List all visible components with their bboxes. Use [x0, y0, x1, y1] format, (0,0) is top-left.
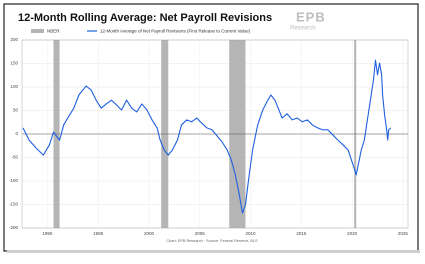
plot-border — [21, 39, 409, 229]
x-tick-label: 2000 — [144, 231, 155, 236]
x-tick-label: 2015 — [296, 231, 307, 236]
x-tick-label: 2010 — [246, 231, 257, 236]
data-line — [22, 59, 392, 214]
y-tick-label: 0 — [15, 131, 18, 136]
y-tick-label: -100 — [9, 178, 19, 183]
y-tick-label: 100 — [10, 84, 18, 89]
x-tick-label: 2025 — [398, 231, 409, 236]
legend-label: NBER — [47, 29, 60, 34]
y-tick-label: 150 — [10, 61, 18, 66]
x-tick-label: 2020 — [347, 231, 358, 236]
legend-label: 12-Month Average of Net Payroll Revision… — [100, 29, 251, 34]
chart-title: 12-Month Rolling Average: Net Payroll Re… — [18, 12, 272, 24]
frame-shadow — [7, 250, 420, 253]
y-tick-label: 50 — [13, 108, 19, 113]
legend-swatch-shading — [31, 29, 44, 33]
source-note: Chart: EPB Research · Source: Federal Re… — [166, 239, 258, 243]
x-tick-label: 1990 — [42, 231, 53, 236]
x-tick-label: 1995 — [93, 231, 104, 236]
logo-subtitle: Research — [290, 26, 316, 32]
y-tick-label: -200 — [9, 225, 19, 230]
y-tick-label: 200 — [10, 37, 18, 42]
y-tick-label: -50 — [11, 155, 18, 160]
logo: EPB — [296, 9, 326, 24]
y-tick-label: -150 — [9, 202, 19, 207]
frame — [3, 3, 419, 252]
x-tick-label: 2005 — [195, 231, 206, 236]
